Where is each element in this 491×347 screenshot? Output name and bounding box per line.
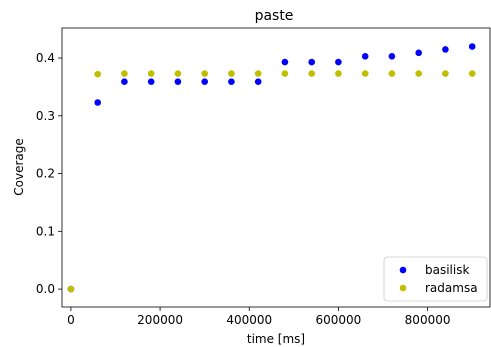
radamsa-point (388, 70, 396, 77)
x-tick-label: 800000 (405, 313, 451, 327)
basilisk-point (121, 78, 128, 85)
radamsa-point (335, 70, 342, 77)
radamsa-point (442, 70, 449, 77)
basilisk-point (415, 49, 423, 57)
basilisk-point (335, 58, 342, 66)
basilisk-point (201, 78, 208, 85)
radamsa-point (94, 70, 101, 78)
x-axis-label: time [ms] (247, 332, 305, 346)
basilisk-point (308, 58, 316, 66)
basilisk-point (388, 53, 396, 60)
x-tick-label: 400000 (226, 313, 272, 327)
radamsa-point (308, 70, 316, 77)
y-tick-label: 0.3 (36, 109, 55, 123)
x-axis: 0 200000 400000 600000 800000 (67, 307, 450, 327)
basilisk-point (442, 46, 449, 53)
basilisk-point (174, 78, 182, 85)
radamsa-point (147, 70, 155, 77)
legend-marker-basilisk (399, 266, 407, 274)
x-tick-label: 200000 (137, 313, 183, 327)
basilisk-point (147, 78, 155, 85)
y-tick-label: 0.4 (36, 51, 55, 65)
legend-box (383, 256, 488, 302)
basilisk-point (228, 78, 235, 85)
radamsa-point (201, 70, 208, 77)
radamsa-point (415, 70, 423, 77)
y-tick-label: 0.0 (36, 282, 55, 296)
series-basilisk (67, 43, 476, 293)
plot-frame (61, 27, 491, 308)
radamsa-point (281, 70, 289, 77)
basilisk-point (254, 78, 262, 85)
x-tick-label: 600000 (316, 313, 362, 327)
radamsa-point (254, 70, 262, 77)
y-axis: 0.0 0.1 0.2 0.3 0.4 (36, 51, 62, 296)
basilisk-point (281, 58, 289, 66)
legend-marker-radamsa (399, 284, 407, 292)
radamsa-point (67, 285, 75, 293)
y-tick-label: 0.2 (36, 167, 55, 181)
legend-label-radamsa: radamsa (425, 281, 478, 295)
y-axis-label: Coverage (12, 138, 26, 196)
legend: basilisk radamsa (383, 256, 488, 302)
basilisk-point (94, 99, 101, 106)
radamsa-point (468, 70, 476, 77)
radamsa-point (121, 70, 128, 77)
radamsa-point (174, 70, 182, 77)
chart-title: paste (255, 8, 294, 24)
y-tick-label: 0.1 (36, 224, 55, 238)
series-radamsa (67, 70, 476, 293)
basilisk-point (468, 43, 476, 50)
x-tick-label: 0 (67, 313, 75, 327)
radamsa-point (361, 70, 369, 77)
radamsa-point (228, 70, 235, 77)
plot-area (67, 43, 476, 293)
legend-label-basilisk: basilisk (425, 263, 469, 277)
basilisk-point (361, 53, 369, 60)
